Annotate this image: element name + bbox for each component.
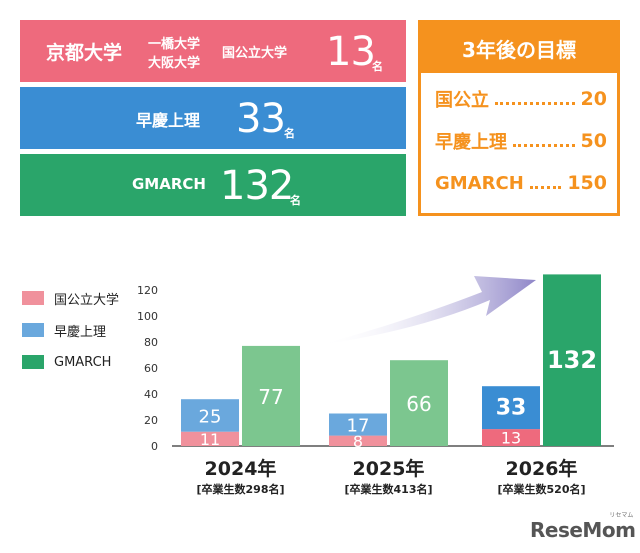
soukei-result-band: 早慶上理 33 名 bbox=[20, 87, 406, 149]
leader-dots bbox=[495, 101, 575, 105]
bar-gmarch bbox=[543, 274, 601, 446]
bar-kokkoritsu bbox=[181, 431, 239, 446]
goal-row-value: 150 bbox=[567, 172, 607, 194]
kokkoritsu-sub-label-1: 一橋大学 bbox=[148, 37, 201, 52]
legend-swatch bbox=[22, 291, 44, 305]
soukei-unit: 名 bbox=[284, 127, 295, 140]
leader-dots bbox=[513, 143, 575, 147]
goal-row-label: 早慶上理 bbox=[435, 132, 507, 153]
bar-soukei bbox=[329, 413, 387, 436]
x-category-note: [卒業生数520名] bbox=[497, 482, 585, 496]
bar-value-label: 11 bbox=[200, 430, 220, 449]
kokkoritsu-result-band: 京都大学 一橋大学 大阪大学 国公立大学 13 名 bbox=[20, 20, 406, 82]
bar-value-label: 66 bbox=[406, 392, 431, 416]
leader-dots bbox=[529, 185, 562, 189]
goal-row-kokkoritsu: 国公立 20 bbox=[435, 85, 607, 113]
kokkoritsu-count: 13 bbox=[326, 29, 376, 75]
goal-row-value: 20 bbox=[580, 88, 607, 110]
goal-row-label: 国公立 bbox=[435, 90, 489, 111]
x-category-note: [卒業生数413名] bbox=[344, 482, 432, 496]
bar-gmarch bbox=[242, 345, 300, 446]
legend-label: GMARCH bbox=[54, 354, 112, 370]
bar-value-label: 25 bbox=[199, 406, 222, 427]
gmarch-label: GMARCH bbox=[132, 175, 206, 193]
y-tick-label: 0 bbox=[151, 440, 158, 453]
kokkoritsu-sub-label-3: 国公立大学 bbox=[222, 46, 288, 61]
bar-kokkoritsu bbox=[329, 435, 387, 446]
kokkoritsu-main-label: 京都大学 bbox=[46, 42, 123, 64]
bar-value-label: 8 bbox=[353, 432, 363, 451]
bar-value-label: 17 bbox=[347, 416, 370, 437]
legend-label: 早慶上理 bbox=[54, 324, 107, 340]
kokkoritsu-unit: 名 bbox=[372, 60, 383, 73]
x-category-label: 2025年 bbox=[353, 457, 425, 480]
x-category-label: 2026年 bbox=[506, 457, 578, 480]
legend-label: 国公立大学 bbox=[54, 292, 120, 308]
y-tick-label: 100 bbox=[137, 310, 158, 323]
gmarch-count: 132 bbox=[220, 163, 294, 209]
growth-arrow-icon bbox=[320, 276, 536, 345]
bar-soukei bbox=[181, 399, 239, 432]
y-tick-label: 40 bbox=[144, 388, 158, 401]
legend-item-kokkoritsu: 国公立大学 bbox=[22, 282, 119, 314]
legend-swatch bbox=[22, 323, 44, 337]
x-category-note: [卒業生数298名] bbox=[196, 482, 284, 496]
logo-subtext: リセマム bbox=[609, 512, 634, 519]
soukei-label: 早慶上理 bbox=[136, 111, 201, 130]
bar-value-label: 132 bbox=[547, 346, 597, 374]
y-tick-label: 60 bbox=[144, 362, 158, 375]
legend-swatch bbox=[22, 355, 44, 369]
bar-value-label: 13 bbox=[501, 429, 521, 448]
goal-row-gmarch: GMARCH 150 bbox=[435, 169, 607, 197]
soukei-count: 33 bbox=[236, 96, 286, 142]
bar-kokkoritsu bbox=[482, 429, 540, 446]
bar-gmarch bbox=[390, 360, 448, 446]
gmarch-unit: 名 bbox=[290, 194, 301, 207]
logo-text: ReseMom bbox=[530, 518, 636, 542]
y-tick-label: 120 bbox=[137, 284, 158, 297]
gmarch-result-band: GMARCH 132 名 bbox=[20, 154, 406, 216]
chart-legend: 国公立大学 早慶上理 GMARCH bbox=[22, 282, 119, 378]
bar-soukei bbox=[482, 386, 540, 430]
y-tick-label: 80 bbox=[144, 336, 158, 349]
x-category-label: 2024年 bbox=[205, 457, 277, 480]
goal-title: 3年後の目標 bbox=[421, 23, 617, 73]
goal-box: 3年後の目標 国公立 20 早慶上理 50 GMARCH 150 bbox=[418, 20, 620, 216]
goal-row-value: 50 bbox=[580, 130, 607, 152]
y-tick-label: 20 bbox=[144, 414, 158, 427]
kokkoritsu-sub-label-2: 大阪大学 bbox=[148, 56, 201, 71]
bar-value-label: 33 bbox=[496, 396, 527, 421]
bar-value-label: 77 bbox=[258, 385, 283, 409]
goal-row-soukei: 早慶上理 50 bbox=[435, 127, 607, 155]
resemom-logo: ReseMom リセマム bbox=[530, 512, 636, 542]
legend-item-soukei: 早慶上理 bbox=[22, 314, 119, 346]
goal-row-label: GMARCH bbox=[435, 172, 524, 194]
legend-item-gmarch: GMARCH bbox=[22, 346, 119, 378]
